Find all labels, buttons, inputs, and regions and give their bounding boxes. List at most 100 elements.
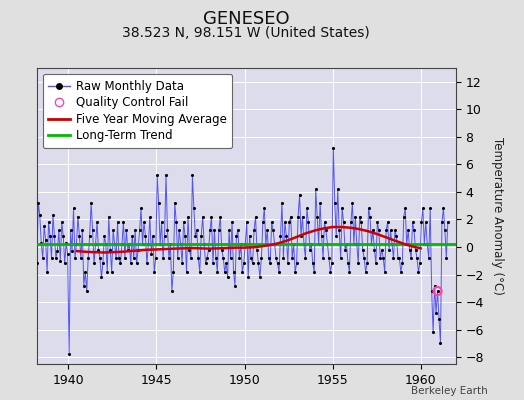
Point: [239, 260, 248, 267]
Point: [93, 219, 101, 225]
Point: [195, 268, 204, 275]
Point: [292, 260, 301, 267]
Point: [243, 219, 251, 225]
Point: [212, 255, 220, 261]
Point: [78, 227, 86, 234]
Point: [335, 227, 343, 234]
Point: [323, 241, 332, 248]
Point: [340, 219, 348, 225]
Point: [257, 255, 266, 261]
Point: [197, 233, 205, 239]
Point: [173, 255, 182, 261]
Point: [177, 241, 185, 248]
Point: [178, 260, 187, 267]
Point: [261, 241, 270, 248]
Point: [301, 255, 310, 261]
Point: [442, 255, 451, 261]
Point: [137, 205, 145, 212]
Point: [278, 200, 286, 206]
Point: [213, 268, 222, 275]
Point: [138, 241, 147, 248]
Point: [366, 214, 374, 220]
Point: [367, 241, 376, 248]
Point: [63, 251, 72, 257]
Point: [289, 241, 298, 248]
Point: [386, 227, 395, 234]
Point: [294, 214, 302, 220]
Point: [58, 219, 66, 225]
Point: [433, 288, 442, 294]
Point: [320, 219, 329, 225]
Point: [285, 219, 293, 225]
Point: [297, 233, 305, 239]
Point: [234, 227, 242, 234]
Point: [200, 241, 209, 248]
Point: [372, 260, 380, 267]
Point: [115, 255, 123, 261]
Point: [62, 240, 70, 246]
Point: [112, 255, 121, 261]
Point: [316, 200, 324, 206]
Point: [67, 227, 75, 234]
Point: [53, 248, 61, 254]
Point: [401, 205, 409, 212]
Point: [111, 241, 119, 248]
Point: [269, 227, 277, 234]
Point: [265, 255, 273, 261]
Point: [184, 214, 192, 220]
Point: [375, 227, 383, 234]
Point: [351, 214, 359, 220]
Point: [272, 255, 280, 261]
Point: [400, 214, 408, 220]
Point: [348, 200, 357, 206]
Point: [244, 274, 253, 280]
Point: [300, 241, 308, 248]
Point: [160, 233, 169, 239]
Point: [69, 205, 78, 212]
Point: [373, 219, 381, 225]
Point: [281, 219, 289, 225]
Point: [344, 260, 352, 267]
Point: [430, 282, 439, 289]
Point: [155, 200, 163, 206]
Point: [253, 246, 261, 253]
Point: [408, 219, 417, 225]
Point: [134, 246, 143, 253]
Point: [46, 233, 54, 239]
Point: [336, 255, 345, 261]
Point: [345, 268, 354, 275]
Point: [356, 214, 364, 220]
Point: [376, 255, 385, 261]
Point: [103, 268, 112, 275]
Point: [312, 186, 320, 192]
Point: [166, 241, 174, 248]
Point: [417, 219, 425, 225]
Point: [235, 255, 244, 261]
Point: [288, 255, 297, 261]
Point: [163, 227, 172, 234]
Point: [52, 255, 60, 261]
Point: [331, 200, 339, 206]
Point: [188, 172, 196, 178]
Point: [49, 212, 57, 218]
Point: [310, 268, 319, 275]
Point: [210, 227, 219, 234]
Point: [208, 214, 216, 220]
Point: [32, 260, 41, 267]
Point: [274, 260, 282, 267]
Point: [444, 219, 452, 225]
Point: [314, 241, 323, 248]
Point: [256, 274, 264, 280]
Point: [435, 315, 443, 322]
Point: [287, 214, 295, 220]
Point: [398, 260, 407, 267]
Point: [422, 219, 430, 225]
Point: [252, 214, 260, 220]
Point: [159, 255, 167, 261]
Point: [219, 255, 227, 261]
Point: [237, 241, 245, 248]
Point: [420, 241, 429, 248]
Point: [99, 260, 107, 267]
Point: [353, 241, 361, 248]
Point: [391, 227, 399, 234]
